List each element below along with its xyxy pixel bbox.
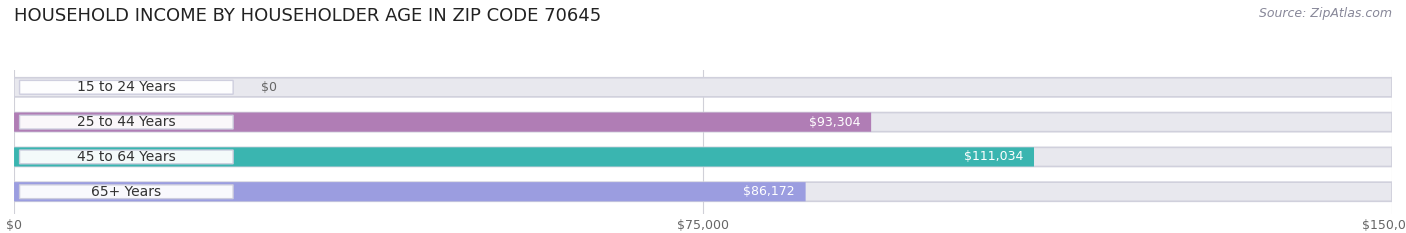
Text: 45 to 64 Years: 45 to 64 Years [77,150,176,164]
Text: $0: $0 [260,81,277,94]
Text: Source: ZipAtlas.com: Source: ZipAtlas.com [1258,7,1392,20]
Text: $86,172: $86,172 [742,185,794,198]
FancyBboxPatch shape [14,182,806,201]
FancyBboxPatch shape [14,147,1033,167]
FancyBboxPatch shape [14,113,1392,132]
Text: 65+ Years: 65+ Years [91,185,162,199]
FancyBboxPatch shape [14,78,1392,97]
FancyBboxPatch shape [20,185,233,199]
FancyBboxPatch shape [14,147,1392,167]
Text: HOUSEHOLD INCOME BY HOUSEHOLDER AGE IN ZIP CODE 70645: HOUSEHOLD INCOME BY HOUSEHOLDER AGE IN Z… [14,7,602,25]
FancyBboxPatch shape [14,182,1392,201]
FancyBboxPatch shape [14,113,872,132]
FancyBboxPatch shape [20,150,233,164]
Text: $93,304: $93,304 [808,116,860,129]
FancyBboxPatch shape [20,115,233,129]
FancyBboxPatch shape [20,80,233,94]
Text: $111,034: $111,034 [963,151,1024,163]
Text: 25 to 44 Years: 25 to 44 Years [77,115,176,129]
Text: 15 to 24 Years: 15 to 24 Years [77,80,176,94]
